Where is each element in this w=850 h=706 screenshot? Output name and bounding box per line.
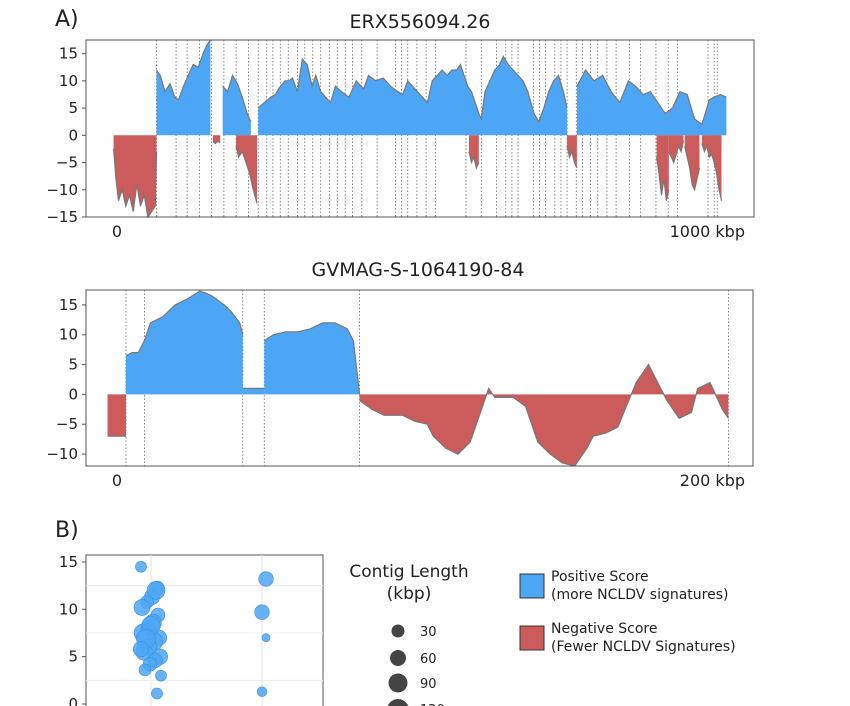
y-tick-label: 0	[68, 126, 78, 144]
positive-score-area	[125, 291, 243, 395]
score-outline	[566, 146, 578, 169]
negative-score-area	[701, 135, 722, 201]
negative-score-area	[107, 394, 126, 437]
y-tick-label: 5	[68, 356, 78, 374]
panel-label-a: A)	[55, 7, 79, 32]
chart-erx556094: ERX556094.26 −15 −10 −5 0 5 10 15 0 1000 kbp	[46, 11, 755, 241]
y-tick-label: −15	[46, 208, 78, 226]
chart2-x-start-label: 0	[112, 471, 122, 490]
negative-score-label: Negative Score	[551, 621, 658, 637]
chart2-x-end-label: 200 kbp	[680, 471, 745, 490]
positive-score-area	[576, 70, 727, 136]
size-legend-dot-90	[388, 673, 408, 693]
scatter-point	[155, 669, 167, 682]
chart3-y-axis: 0 5 10 15	[59, 553, 86, 706]
score-outline	[125, 290, 244, 357]
positive-score-label: Positive Score	[551, 569, 649, 585]
chart-gvmag: GVMAG-S-1064190-84 −10 −5 0 5 10 15 0 200 kbp	[46, 259, 754, 490]
chart1-frame	[85, 39, 755, 218]
size-legend: Contig Length (kbp) 30 60 90 120	[349, 562, 469, 706]
y-tick-label: 10	[59, 72, 78, 90]
scatter-point	[151, 687, 163, 700]
size-legend-title-line2: (kbp)	[387, 584, 432, 604]
chart1-score-areas	[113, 39, 727, 219]
negative-score-sublabel: (Fewer NCLDV Signatures)	[551, 639, 736, 655]
size-legend-label-60: 60	[420, 652, 437, 667]
size-legend-label-90: 90	[420, 677, 437, 692]
size-legend-title-line1: Contig Length	[349, 562, 468, 582]
chart-score-scatter: 0 5 10 15	[59, 553, 324, 706]
score-outline	[212, 140, 221, 145]
score-outline	[684, 146, 701, 192]
negative-score-swatch	[519, 625, 545, 651]
score-outline	[257, 54, 568, 124]
positive-score-area	[222, 75, 251, 136]
chart2-score-areas	[107, 290, 729, 467]
positive-score-area	[264, 322, 360, 395]
y-tick-label: −5	[56, 415, 78, 433]
y-tick-label: 10	[59, 326, 78, 344]
positive-score-area	[258, 56, 568, 136]
chart1-x-start-label: 0	[112, 222, 122, 241]
score-outline	[701, 143, 723, 201]
scatter-point	[258, 571, 274, 587]
negative-score-area	[668, 135, 684, 163]
negative-score-area	[469, 135, 479, 168]
score-outline	[222, 73, 252, 122]
negative-score-area	[567, 135, 577, 168]
score-outline	[468, 151, 480, 170]
scatter-point	[133, 599, 151, 616]
chart2-frame	[85, 289, 754, 467]
y-tick-label: −10	[46, 181, 78, 199]
y-tick-label: 15	[59, 45, 78, 63]
score-outline	[156, 39, 211, 101]
y-tick-label: 10	[59, 600, 78, 618]
y-tick-label: 0	[68, 695, 78, 706]
score-outline	[235, 146, 258, 204]
y-tick-label: −10	[46, 445, 78, 463]
chart1-y-axis: −15 −10 −5 0 5 10 15	[46, 45, 86, 226]
scatter-point	[138, 663, 152, 677]
chart2-y-axis: −10 −5 0 5 10 15	[46, 296, 86, 463]
y-tick-label: 15	[59, 553, 78, 571]
chart1-x-end-label: 1000 kbp	[670, 222, 745, 241]
size-legend-dot-60	[390, 650, 406, 666]
chart3-points	[133, 560, 274, 700]
scatter-point	[261, 633, 271, 643]
size-legend-label-30: 30	[420, 625, 437, 640]
y-tick-label: −5	[56, 154, 78, 172]
score-outline	[576, 68, 727, 126]
scatter-point	[146, 581, 166, 600]
negative-score-area	[684, 135, 700, 190]
score-outline	[113, 148, 158, 219]
positive-score-sublabel: (more NCLDV signatures)	[551, 587, 729, 603]
scatter-point	[256, 686, 268, 697]
negative-score-area	[656, 135, 669, 201]
y-tick-label: 15	[59, 296, 78, 314]
y-tick-label: 5	[68, 648, 78, 666]
y-tick-label: 5	[68, 99, 78, 117]
scatter-point	[254, 604, 270, 620]
y-tick-label: 0	[68, 385, 78, 403]
chart3-frame	[85, 554, 324, 706]
size-legend-dot-30	[391, 624, 405, 638]
positive-score-swatch	[519, 573, 545, 599]
panel-label-b: B)	[55, 518, 79, 543]
score-outline	[263, 322, 361, 395]
score-outline	[656, 157, 670, 201]
size-legend-label-120: 120	[420, 703, 445, 706]
negative-score-area	[359, 364, 729, 466]
scatter-point	[133, 641, 149, 658]
positive-score-area	[242, 388, 265, 395]
score-outline	[668, 140, 685, 165]
chart2-title: GVMAG-S-1064190-84	[312, 259, 525, 281]
score-outline	[359, 363, 729, 467]
chart1-title: ERX556094.26	[350, 11, 491, 33]
size-legend-dot-120	[387, 699, 409, 706]
negative-score-area	[113, 135, 157, 217]
color-legend: Positive Score (more NCLDV signatures) N…	[519, 569, 736, 655]
scatter-point	[135, 560, 147, 573]
